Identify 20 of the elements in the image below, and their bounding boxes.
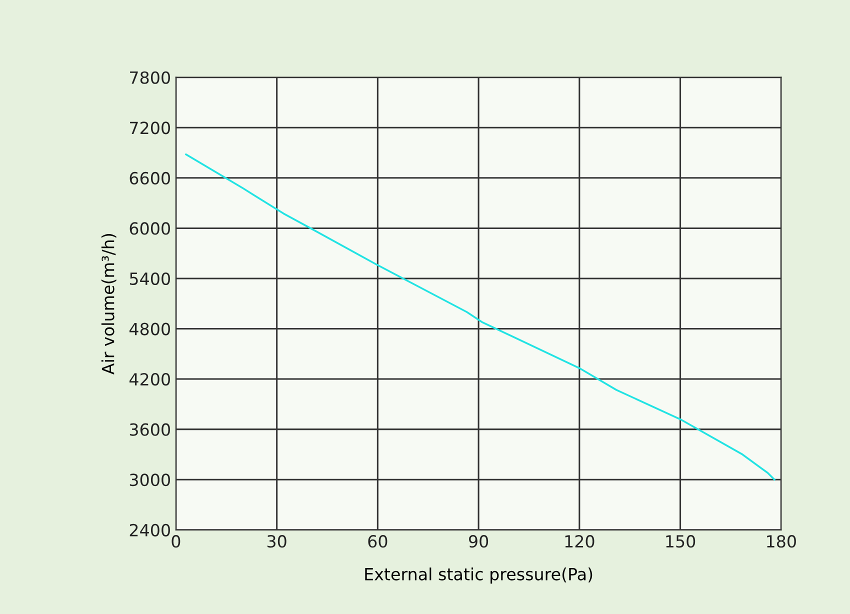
y-tick-label: 3000 [130,474,170,486]
x-tick-label: 0 [172,535,180,548]
y-tick-label: 2400 [130,524,170,536]
y-tick-label: 6000 [130,222,170,235]
y-tick-label: 3600 [130,423,170,436]
x-axis-title: External static pressure(Pa) [365,568,592,584]
y-tick-label: 4200 [129,373,170,386]
y-tick-label: 6600 [130,172,170,184]
y-tick-label: 7800 [130,71,170,84]
y-axis-title: Air volume(m³/h) [101,234,116,375]
x-tick-label: 180 [767,535,796,548]
y-tick-label: 5400 [130,272,170,286]
y-tick-label: 4800 [129,322,170,336]
x-tick-label: 150 [666,535,696,548]
line-series [185,154,776,481]
x-tick-label: 90 [468,535,488,548]
x-tick-label: 120 [565,535,594,548]
y-tick-label: 7200 [130,122,170,134]
x-tick-label: 60 [368,535,388,548]
x-tick-label: 30 [267,535,286,548]
